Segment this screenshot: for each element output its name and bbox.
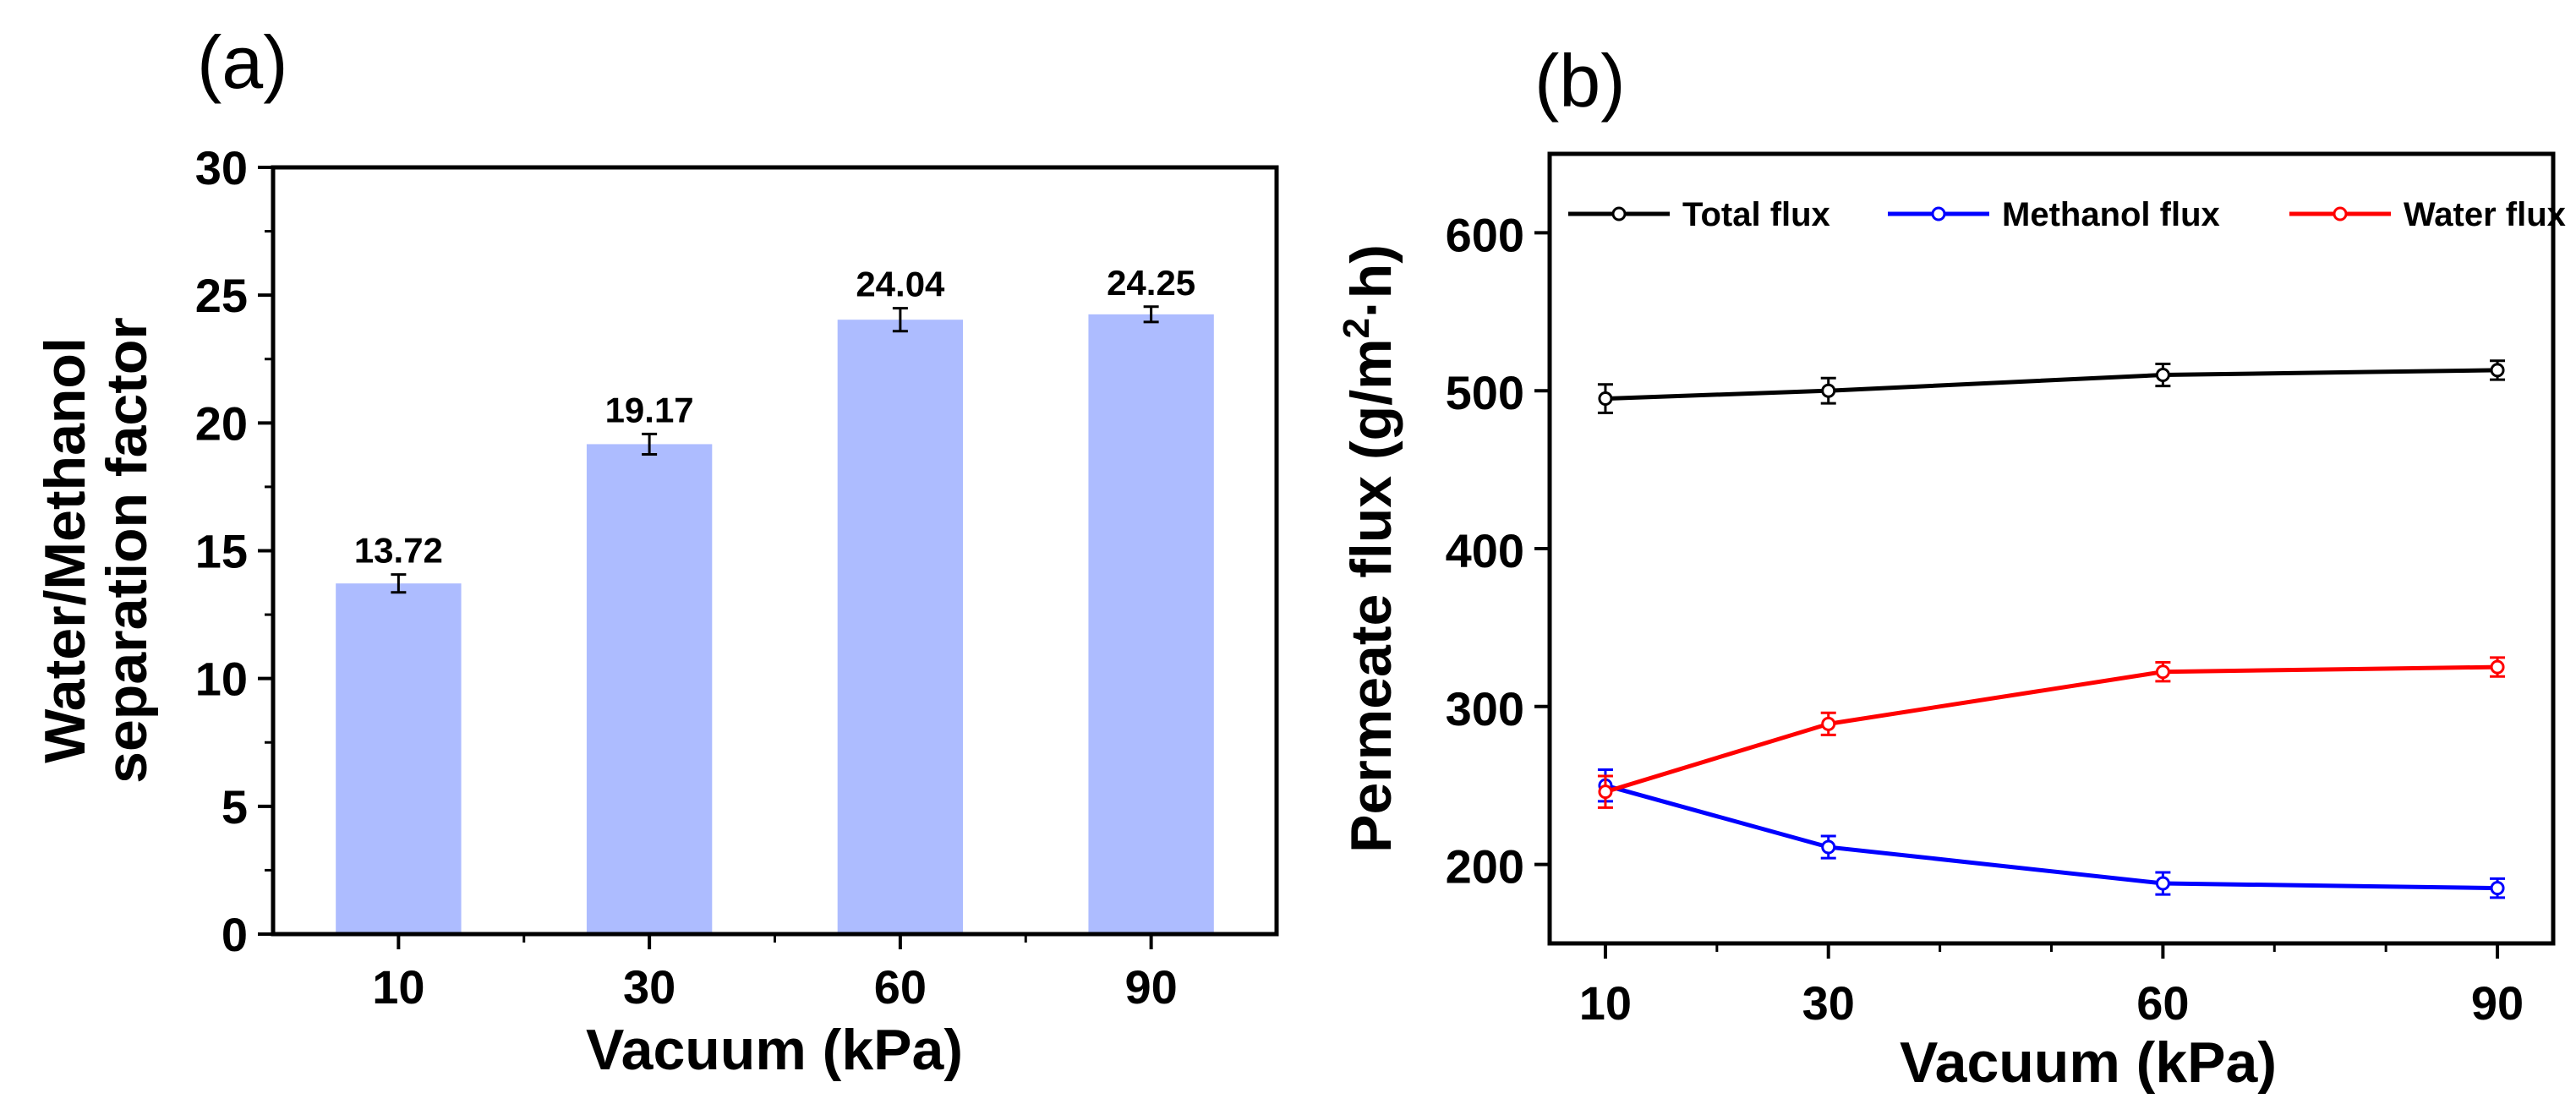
data-point (2490, 363, 2505, 378)
legend-label: Water flux (2404, 196, 2566, 233)
bar (837, 320, 964, 934)
series-methanol-flux (1597, 768, 2506, 899)
series-line (1605, 368, 2498, 402)
legend-label: Total flux (1682, 196, 1830, 233)
y-tick-label: 500 (1446, 366, 1524, 419)
y-tick-label: 15 (195, 525, 248, 578)
data-point (2155, 876, 2170, 891)
y-axis-title-tail: ·h) (1339, 244, 1403, 318)
series-water-flux (1597, 656, 2506, 809)
y-tick-label: 0 (222, 908, 248, 961)
data-label: 24.25 (1107, 263, 1195, 303)
plot-frame (1547, 151, 2556, 946)
y-tick-label: 5 (222, 780, 248, 834)
data-point (1821, 839, 1836, 855)
y-tick-label: 20 (195, 396, 248, 450)
y-tick-label: 30 (195, 141, 248, 194)
data-point (2490, 659, 2505, 675)
data-point (1821, 716, 1836, 731)
panel-a-bar-chart: (a) 13.72 19.17 24.04 24.25 10 30 60 90 0 5 10 15 2… (33, 20, 1279, 1082)
data-point (1598, 784, 1613, 800)
y-tick-label: 10 (195, 653, 248, 706)
y-tick-label: 25 (195, 269, 248, 322)
data-label: 13.72 (354, 531, 443, 571)
y-tick-label: 200 (1446, 840, 1524, 894)
y-axis-title: Permeate flux (g/m2·h) (1336, 244, 1403, 853)
bar-series: 13.72 19.17 24.04 24.25 (336, 263, 1214, 934)
data-label: 24.04 (856, 265, 945, 304)
x-tick-label: 10 (372, 960, 424, 1014)
panel-a-label: (a) (197, 20, 288, 104)
x-axis-title: Vacuum (kPa) (586, 1018, 963, 1082)
legend: Total flux Methanol flux Water flux (1568, 196, 2566, 233)
x-axis-title: Vacuum (kPa) (1900, 1030, 2277, 1095)
axis-ticks: 10 30 60 90 200 300 400 500 600 (1446, 208, 2524, 1030)
bar (586, 444, 713, 934)
legend-label: Methanol flux (2002, 196, 2220, 233)
data-point (1598, 391, 1613, 407)
data-point (2155, 664, 2170, 680)
x-tick-label: 90 (1124, 960, 1177, 1014)
bar (1088, 314, 1214, 934)
legend-swatch-marker (2333, 206, 2348, 221)
legend-item: Total flux (1568, 196, 1830, 233)
y-tick-label: 600 (1446, 208, 1524, 261)
x-tick-label: 60 (2136, 976, 2189, 1030)
panel-b-line-chart: (b) 10 30 60 90 200 300 400 500 600 Total flux Me… (1336, 39, 2566, 1095)
series-line (1605, 783, 2498, 891)
y-tick-label: 300 (1446, 682, 1524, 735)
legend-item: Methanol flux (1888, 196, 2220, 233)
legend-swatch-marker (1611, 206, 1627, 221)
y-axis-title-sup: 2 (1336, 318, 1377, 338)
x-tick-label: 90 (2471, 976, 2524, 1030)
series-line (1605, 664, 2498, 795)
y-tick-label: 400 (1446, 524, 1524, 577)
legend-swatch-marker (1931, 206, 1946, 221)
data-point (2155, 368, 2170, 383)
data-point (1821, 383, 1836, 398)
data-point (2490, 881, 2505, 896)
line-series (1597, 359, 2506, 899)
legend-item: Water flux (2289, 196, 2566, 233)
panel-b-label: (b) (1534, 39, 1626, 123)
y-axis-title-line-1: Water/Methanol (33, 337, 97, 763)
y-axis-title-main: Permeate flux (g/m (1339, 338, 1403, 852)
y-axis-title-line-2: separation factor (95, 317, 159, 784)
x-tick-label: 60 (874, 960, 927, 1014)
x-tick-label: 30 (1802, 976, 1855, 1030)
x-tick-label: 10 (1579, 976, 1632, 1030)
axis-ticks: 10 30 60 90 0 5 10 15 20 25 30 (195, 141, 1178, 1014)
data-label: 19.17 (605, 390, 694, 429)
series-total-flux (1597, 359, 2506, 414)
bar (336, 583, 462, 934)
x-tick-label: 30 (623, 960, 675, 1014)
